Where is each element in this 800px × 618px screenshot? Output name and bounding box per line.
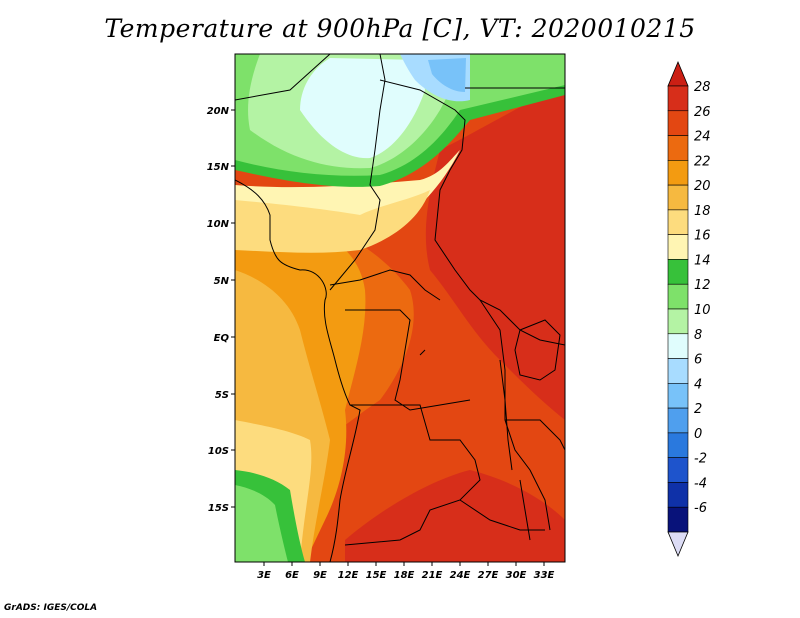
lon-label: 3E (257, 570, 271, 581)
colorbar-swatch (667, 333, 689, 359)
river-mark (419, 349, 426, 356)
colorbar-label: 10 (694, 303, 711, 318)
lat-label: 20N (207, 106, 230, 117)
colorbar-label: 22 (694, 154, 711, 169)
colorbar-swatch (667, 85, 689, 112)
coastline-west (235, 179, 361, 562)
colorbar-swatch (667, 160, 689, 186)
colorbar-label: 20 (694, 179, 711, 194)
colorbar-label: 26 (694, 105, 711, 120)
border-zambia (459, 499, 545, 531)
border-north-1 (235, 54, 331, 101)
lat-label: EQ (214, 333, 230, 344)
lake-malawi (519, 479, 531, 541)
colorbar-label: 0 (694, 427, 702, 442)
colorbar-label: 16 (694, 229, 711, 244)
colorbar-swatch (667, 482, 689, 508)
colorbar-label: 4 (694, 377, 702, 392)
lat-label: 15S (208, 503, 229, 514)
colorbar-swatch (667, 407, 689, 434)
colorbar-label: 12 (694, 278, 711, 293)
lake-victoria (514, 319, 561, 381)
field-18-north (235, 190, 430, 253)
colorbar-label: 18 (694, 204, 711, 219)
colorbar-swatch (667, 234, 689, 260)
colorbar-label: 28 (694, 80, 711, 95)
lat-axis: 20N 15N 10N 5N EQ 5S 10S 15S (207, 106, 235, 514)
lat-label: 5N (214, 276, 230, 287)
lon-label: 12E (338, 570, 359, 581)
border-east-drc (479, 299, 551, 531)
lon-label: 27E (478, 570, 499, 581)
border-congo (345, 309, 471, 411)
colorbar-swatch (667, 432, 689, 458)
colorbar-swatch (667, 259, 689, 285)
colorbar-label: -6 (694, 501, 707, 516)
colorbar-swatch (667, 457, 689, 483)
border-angola (344, 404, 481, 546)
colorbar-swatch (667, 110, 689, 136)
colorbar-label: 2 (694, 402, 702, 417)
field-4 (428, 58, 466, 92)
colorbar-swatch (667, 209, 689, 235)
colorbar-bottom-arrow (667, 531, 689, 558)
map-frame (234, 53, 566, 563)
colorbar-swatch (667, 184, 689, 211)
lake-tanganyika (499, 359, 513, 471)
lon-label: 6E (285, 570, 299, 581)
border-car (329, 269, 441, 301)
colorbar-top-arrow (667, 60, 689, 87)
chart-title: Temperature at 900hPa [C], VT: 202001021… (104, 14, 696, 43)
colorbar-label: 14 (694, 253, 711, 268)
border-sudan (379, 79, 565, 346)
lon-label: 24E (450, 570, 471, 581)
colorbar-label: 6 (694, 353, 702, 368)
colorbar-swatch (667, 358, 689, 384)
colorbar-label: -4 (694, 476, 707, 491)
colorbar-swatch (667, 135, 689, 161)
temperature-field (235, 54, 565, 562)
colorbar-label: 24 (694, 130, 711, 145)
lat-label: 10S (208, 446, 229, 457)
lon-label: 15E (366, 570, 387, 581)
field-28-south (345, 470, 565, 562)
lat-label: 10N (207, 219, 230, 230)
political-borders (235, 54, 565, 562)
lon-label: 33E (534, 570, 555, 581)
colorbar-label: 8 (694, 328, 702, 343)
lon-label: 18E (394, 570, 415, 581)
lat-label: 5S (215, 390, 229, 401)
colorbar-swatch (667, 383, 689, 409)
colorbar-swatch (667, 283, 689, 310)
lon-axis: 3E 6E 9E 12E 15E 18E 21E 24E 27E 30E 33E (257, 562, 555, 581)
border-chad (329, 54, 386, 291)
lon-label: 21E (422, 570, 443, 581)
border-tanzania (505, 419, 565, 451)
lon-label: 9E (313, 570, 327, 581)
lon-label: 30E (506, 570, 527, 581)
software-credit: GrADS: IGES/COLA (4, 603, 98, 613)
colorbar-swatch (667, 308, 689, 335)
lat-label: 15N (207, 162, 230, 173)
field-28 (425, 85, 565, 420)
colorbar-label: -2 (694, 452, 707, 467)
field-12-sw (235, 485, 288, 562)
colorbar-swatch (667, 506, 689, 533)
